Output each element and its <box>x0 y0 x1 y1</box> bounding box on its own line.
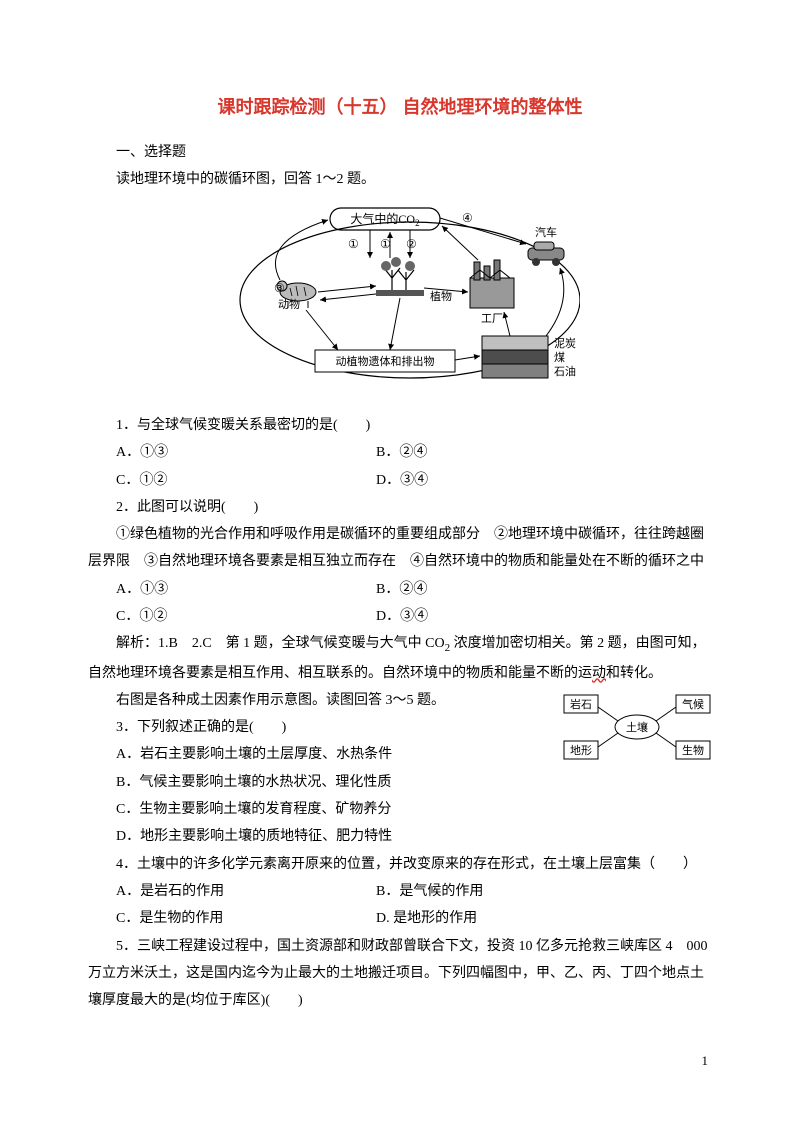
svg-text:动物: 动物 <box>278 297 300 311</box>
page-number: 1 <box>88 1048 712 1073</box>
worksheet-title: 课时跟踪检测（十五） 自然地理环境的整体性 <box>88 90 712 125</box>
intro-q1-2: 读地理环境中的碳循环图，回答 1～2 题。 <box>88 166 712 193</box>
q4-options-row1: A．是岩石的作用 B．是气候的作用 <box>88 878 712 905</box>
q1-opt-c: C．①② <box>88 467 348 494</box>
q3-opt-d: D．地形主要影响土壤的质地特征、肥力特性 <box>88 823 712 850</box>
q2-stem: 2．此图可以说明( ) <box>88 494 712 521</box>
q2-options-row2: C．①② D．③④ <box>88 603 712 630</box>
svg-text:岩石: 岩石 <box>570 697 592 711</box>
q4-opt-b: B．是气候的作用 <box>348 878 483 905</box>
svg-text:③: ③ <box>274 281 285 295</box>
svg-text:①: ① <box>380 237 391 251</box>
q1-opt-d: D．③④ <box>348 467 428 494</box>
svg-text:土壤: 土壤 <box>626 720 648 734</box>
carbon-cycle-figure: 大气中的CO2 汽车 工厂 <box>88 202 712 402</box>
svg-text:泥炭: 泥炭 <box>554 337 576 350</box>
q1-opt-b: B．②④ <box>348 439 427 466</box>
q2-body: ①绿色植物的光合作用和呼吸作用是碳循环的重要组成部分 ②地理环境中碳循环，往往跨… <box>88 521 712 576</box>
q2-opt-d: D．③④ <box>348 603 428 630</box>
soil-factor-diagram: 岩石 气候 地形 生物 土壤 <box>562 691 712 773</box>
q4-options-row2: C．是生物的作用 D. 是地形的作用 <box>88 905 712 932</box>
svg-text:石油: 石油 <box>554 364 576 378</box>
svg-text:动植物遗体和排出物: 动植物遗体和排出物 <box>336 354 435 368</box>
q2-opt-c: C．①② <box>88 603 348 630</box>
q2-opt-b: B．②④ <box>348 576 427 603</box>
q1-opt-a: A．①③ <box>88 439 348 466</box>
svg-text:生物: 生物 <box>682 743 704 757</box>
svg-text:植物: 植物 <box>430 289 452 303</box>
svg-text:工厂: 工厂 <box>481 313 503 325</box>
q1-stem: 1．与全球气候变暖关系最密切的是( ) <box>88 412 712 439</box>
svg-text:①: ① <box>348 237 359 251</box>
q4-opt-d: D. 是地形的作用 <box>348 905 477 932</box>
svg-text:煤: 煤 <box>554 351 565 364</box>
q4-opt-c: C．是生物的作用 <box>88 905 348 932</box>
svg-text:气候: 气候 <box>682 697 704 711</box>
svg-text:汽车: 汽车 <box>535 225 557 239</box>
wavy-correction: 动 <box>592 666 606 681</box>
q1-options-row2: C．①② D．③④ <box>88 467 712 494</box>
q4-opt-a: A．是岩石的作用 <box>88 878 348 905</box>
q3-opt-c: C．生物主要影响土壤的发育程度、矿物养分 <box>88 796 712 823</box>
q5-stem: 5．三峡工程建设过程中，国土资源部和财政部曾联合下文，投资 10 亿多元抢救三峡… <box>88 933 712 1015</box>
svg-text:地形: 地形 <box>570 744 592 757</box>
q2-opt-a: A．①③ <box>88 576 348 603</box>
svg-text:②: ② <box>406 237 417 251</box>
q2-options-row1: A．①③ B．②④ <box>88 576 712 603</box>
q4-stem: 4．土壤中的许多化学元素离开原来的位置，并改变原来的存在形式，在土壤上层富集（ … <box>88 851 712 878</box>
svg-text:④: ④ <box>462 211 473 225</box>
answer-1-2: 解析：1.B 2.C 第 1 题，全球气候变暖与大气中 CO2 浓度增加密切相关… <box>88 630 712 687</box>
q1-options-row1: A．①③ B．②④ <box>88 439 712 466</box>
section-heading: 一、选择题 <box>88 139 712 166</box>
